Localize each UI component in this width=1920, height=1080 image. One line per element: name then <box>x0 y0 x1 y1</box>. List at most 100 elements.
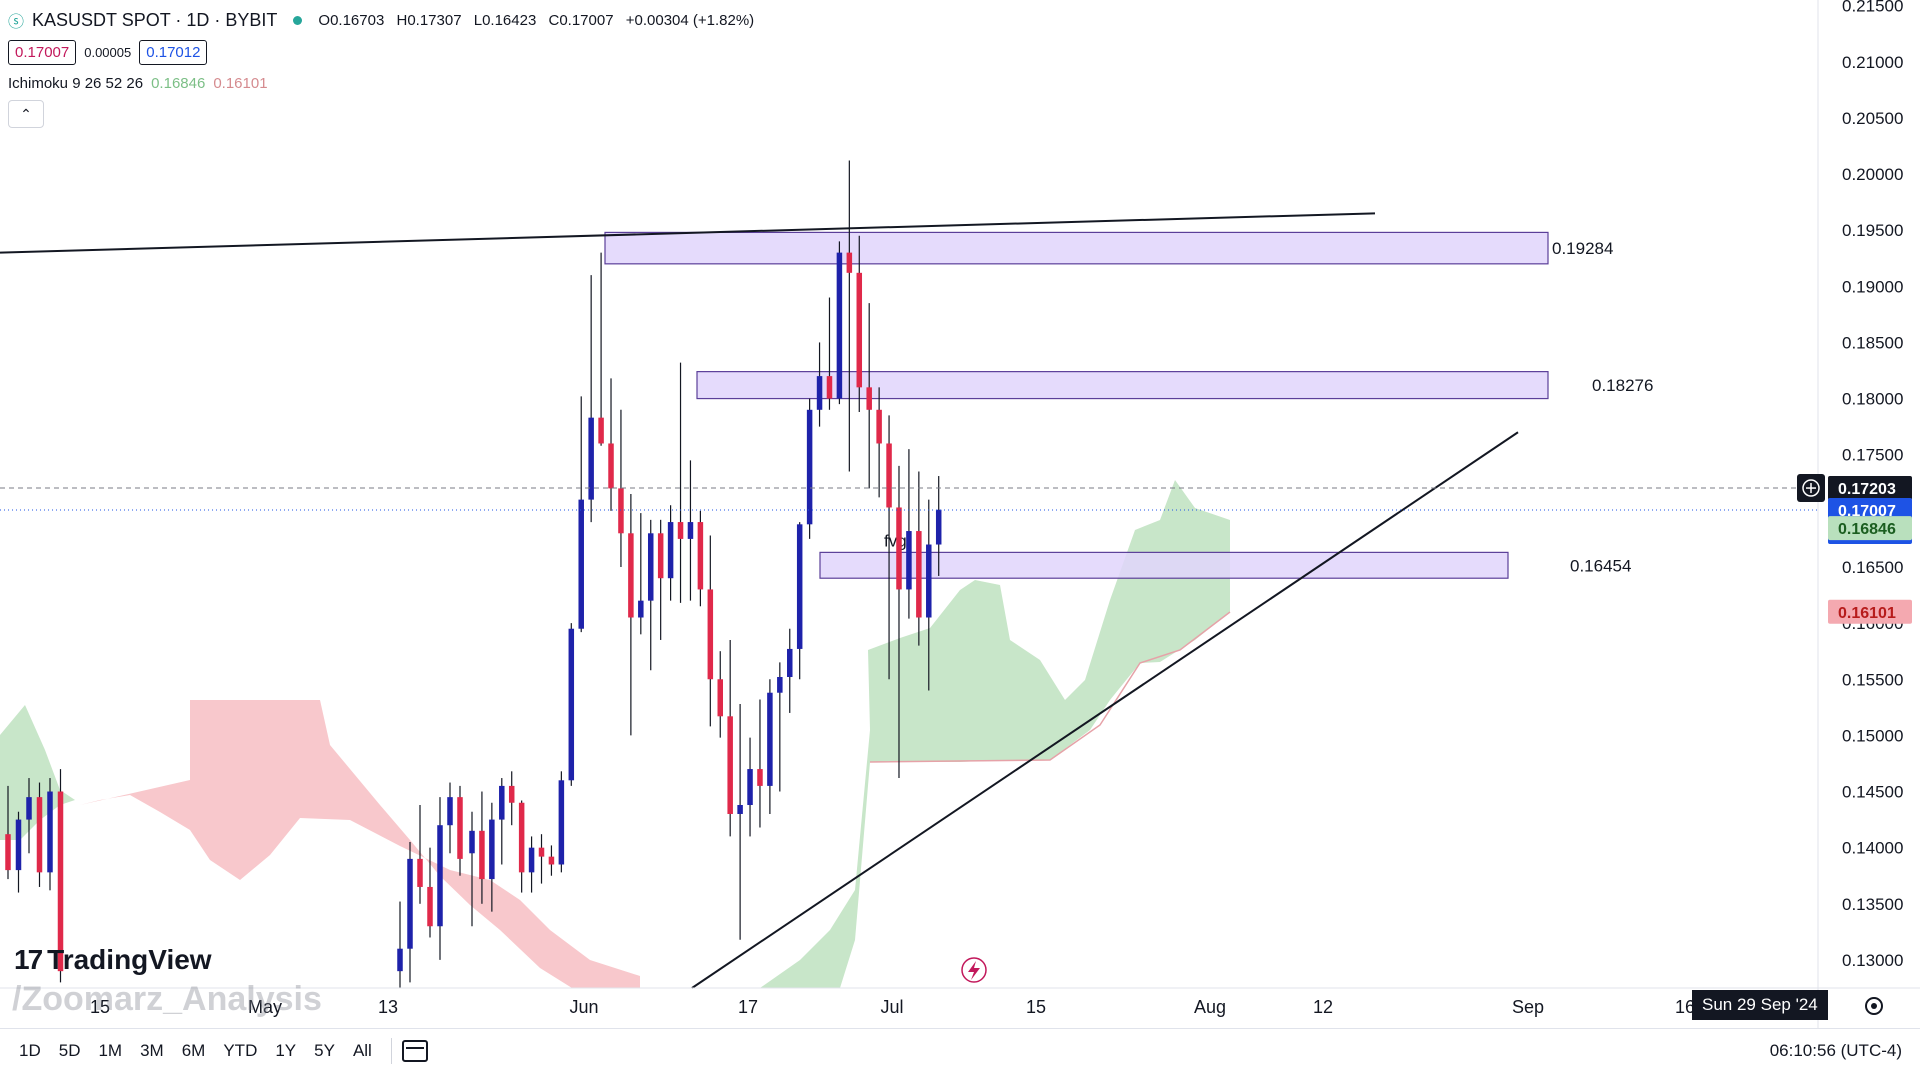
range-button-1m[interactable]: 1M <box>98 1041 123 1060</box>
candle-body <box>697 522 704 590</box>
candle <box>787 628 793 713</box>
candle <box>906 449 912 619</box>
range-button-3m[interactable]: 3M <box>140 1041 164 1060</box>
candle-body <box>518 802 525 873</box>
candle <box>677 362 684 603</box>
candle-body <box>628 533 634 618</box>
candle-body <box>687 522 694 539</box>
candle <box>757 699 763 828</box>
candle-body <box>767 692 773 786</box>
settings-gear-hub <box>1871 1003 1877 1009</box>
author-watermark: /Zoomarz_Analysis <box>12 980 322 1018</box>
crosshair-price-label-bg <box>1828 476 1912 501</box>
candle-body <box>747 769 753 805</box>
zone-label-2: 0.18276 <box>1592 376 1653 395</box>
range-button-5d[interactable]: 5D <box>58 1041 81 1060</box>
candle <box>568 623 575 786</box>
price-tick-label: 0.14000 <box>1842 839 1903 858</box>
price-tick-label: 0.18500 <box>1842 333 1903 352</box>
range-button-1d[interactable]: 1D <box>19 1041 41 1060</box>
candle <box>47 778 53 891</box>
range-button-5y[interactable]: 5Y <box>314 1041 335 1060</box>
ichimoku-bear-cloud <box>80 700 640 988</box>
candle-body <box>796 524 803 649</box>
time-tick-label: 12 <box>1313 997 1333 1017</box>
candle <box>598 252 604 446</box>
price-tick-label: 0.15500 <box>1842 670 1903 689</box>
crosshair-date-label: Sun 29 Sep '24 <box>1692 990 1828 1020</box>
time-tick-label: 13 <box>378 997 398 1017</box>
candle <box>397 901 403 988</box>
candle <box>796 522 803 680</box>
candle <box>548 845 555 876</box>
candle-body <box>935 509 942 545</box>
symbol-row: ⓢ KASUSDT SPOT · 1D · BYBIT O0.16703 H0.… <box>8 8 754 32</box>
time-tick-label: 15 <box>90 997 110 1017</box>
candle <box>608 378 614 511</box>
indicator-row[interactable]: Ichimoku 9 26 52 26 0.16846 0.16101 <box>8 75 754 92</box>
support-trendline <box>691 431 1519 989</box>
candle <box>508 771 515 826</box>
candle <box>57 769 64 983</box>
range-button-all[interactable]: All <box>352 1041 372 1060</box>
candle-body <box>499 785 505 820</box>
candle-body <box>816 376 823 410</box>
candle-body <box>469 830 475 854</box>
trendline-layer <box>0 212 1519 989</box>
crosshair-add-icon[interactable] <box>1797 474 1825 503</box>
settings-gear-icon[interactable] <box>1865 997 1883 1015</box>
time-tick-label: Sep <box>1512 997 1544 1017</box>
candle-body <box>407 858 413 949</box>
supply-zone-1 <box>604 231 1549 265</box>
tradingview-logo-text: TradingView <box>47 944 212 975</box>
range-button-1y[interactable]: 1Y <box>275 1041 297 1060</box>
buy-price-button[interactable]: 0.17012 <box>139 40 208 65</box>
candle-body <box>886 443 892 508</box>
symbol-title[interactable]: KASUSDT SPOT · 1D · BYBIT <box>32 9 278 30</box>
candle-body <box>397 948 403 972</box>
range-buttons: 1D 5D 1M 3M 6M YTD 1Y 5Y All <box>10 1041 381 1061</box>
indicator-name: Ichimoku 9 26 52 26 <box>8 75 144 92</box>
candle <box>457 785 463 876</box>
candle-body <box>638 600 644 618</box>
sell-price-button[interactable]: 0.17007 <box>8 40 77 65</box>
range-button-6m[interactable]: 6M <box>181 1041 206 1060</box>
candle <box>657 519 664 640</box>
candle-body <box>737 804 743 814</box>
time-tick-label: Aug <box>1194 997 1226 1017</box>
candle <box>447 782 453 854</box>
candle-body <box>447 797 453 826</box>
candle-body <box>647 533 654 601</box>
tradingview-logo[interactable]: 17 TradingView <box>14 944 212 976</box>
crosshair-price-label: 0.17203 <box>1838 481 1896 498</box>
clock-timezone[interactable]: 06:10:56 (UTC-4) <box>1769 1041 1902 1060</box>
candle-body <box>777 677 783 693</box>
price-tick-label: 0.19000 <box>1842 277 1903 296</box>
price-tick-label: 0.21500 <box>1842 0 1903 16</box>
range-button-ytd[interactable]: YTD <box>223 1041 258 1060</box>
crosshair-add-icon-ring <box>1802 479 1820 497</box>
ichimoku-bull-cloud <box>760 480 1230 988</box>
candle-body <box>5 834 11 871</box>
candle-body <box>717 679 723 717</box>
quote-row: 0.17007 0.00005 0.17012 <box>8 40 754 65</box>
candle-body <box>896 507 902 590</box>
price-tick-label: 0.17500 <box>1842 446 1903 465</box>
candle-body <box>588 417 594 500</box>
candle <box>499 778 505 865</box>
candle <box>36 782 43 887</box>
candle <box>667 505 674 601</box>
candle-body <box>47 791 53 873</box>
overlay-layer <box>0 487 1818 983</box>
zone-label-1: 0.19284 <box>1552 239 1613 258</box>
legend-collapse-button[interactable]: ⌃ <box>8 100 44 128</box>
calendar-range-icon[interactable] <box>401 1040 428 1062</box>
candle <box>528 836 535 893</box>
price-change: +0.00304 (+1.82%) <box>625 11 755 29</box>
candle <box>407 842 413 983</box>
candle-body <box>417 858 423 887</box>
ichimoku-bull-cloud-early <box>0 705 75 840</box>
candle-body <box>489 819 495 880</box>
candle <box>866 303 872 489</box>
